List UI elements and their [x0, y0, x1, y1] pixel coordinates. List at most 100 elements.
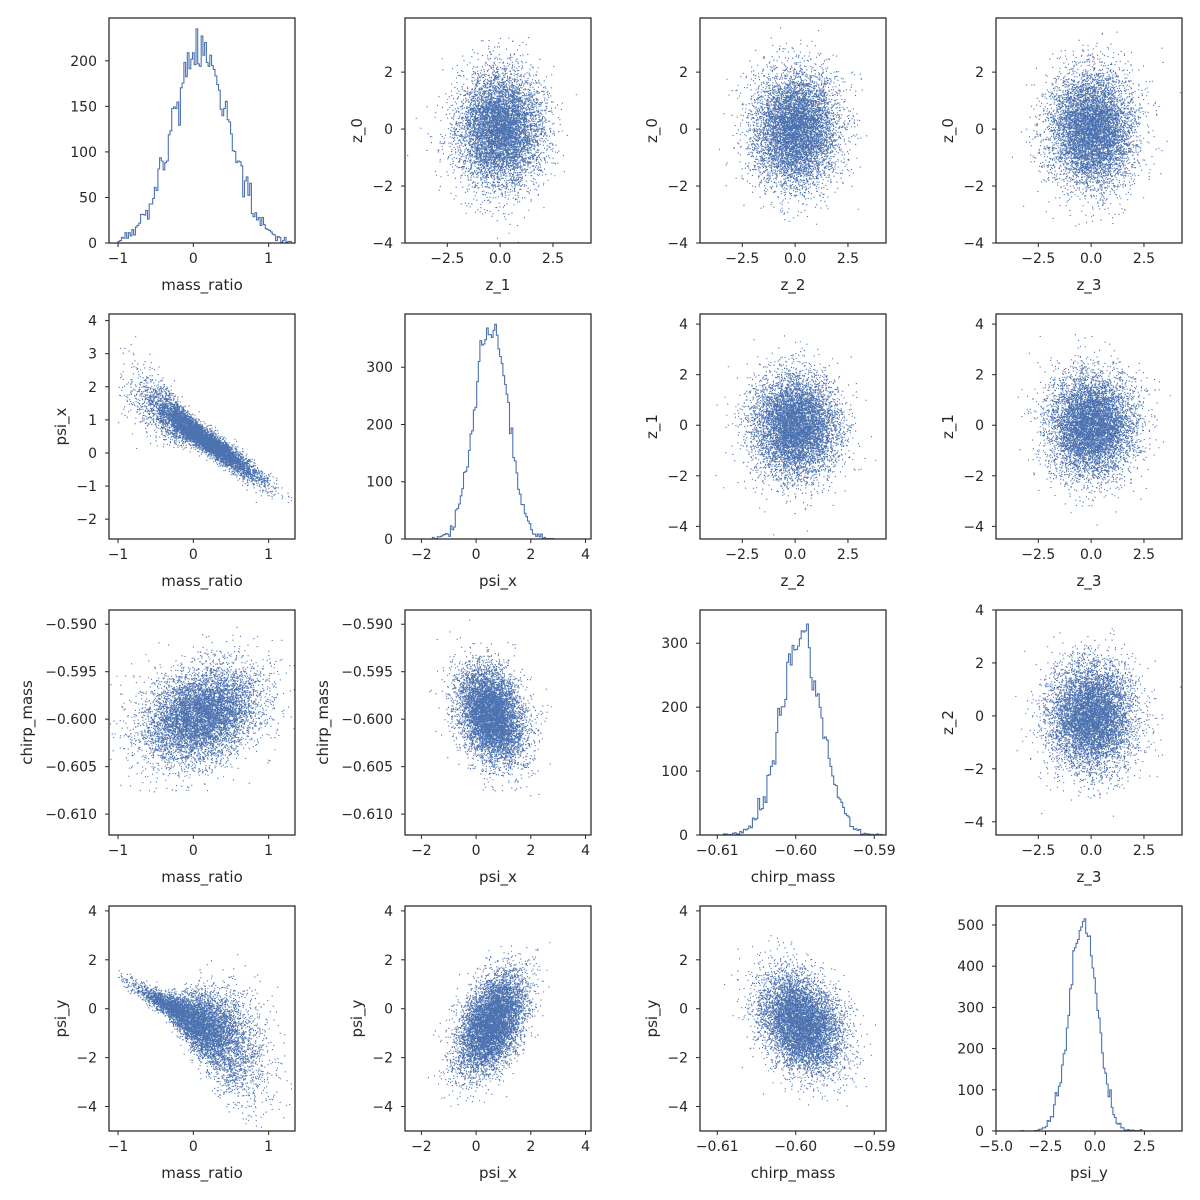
y-tick-label: 2	[679, 953, 688, 969]
y-tick-label: 0	[88, 1002, 97, 1018]
x-tick-label: 2.5	[837, 251, 859, 267]
x-tick-label: 0	[472, 1139, 481, 1155]
panel-0-1: −2.5 0.0 2.5 −4 −2 0 2 z_1 z_0	[348, 17, 592, 295]
y-tick-label: 200	[70, 54, 97, 70]
scatter-points	[427, 942, 551, 1107]
y-tick-label: −4	[76, 1100, 97, 1116]
y-tick-label: 0	[384, 1002, 393, 1018]
y-axis-label: chirp_mass	[314, 680, 333, 765]
axes-frame	[404, 17, 592, 244]
histogram-step	[415, 323, 581, 539]
y-tick-label: −4	[667, 236, 688, 252]
x-tick-label: 1	[264, 1139, 273, 1155]
panel-0-3: −2.5 0.0 2.5 −4 −2 0 2 z_3 z_0	[939, 17, 1183, 295]
x-axis-label: chirp_mass	[751, 868, 836, 887]
scatter-points	[1011, 31, 1181, 227]
y-tick-label: 0	[384, 122, 393, 138]
y-tick-label: −0.590	[45, 617, 97, 633]
y-tick-label: −2	[667, 179, 688, 195]
axes-frame	[995, 313, 1183, 540]
x-tick-label: −2.5	[1021, 547, 1055, 563]
y-tick-label: 200	[366, 417, 393, 433]
y-tick-label: 100	[366, 475, 393, 491]
x-axis-label: mass_ratio	[161, 572, 243, 591]
y-tick-label: 300	[957, 1000, 984, 1016]
y-tick-label: −2	[667, 469, 688, 485]
y-tick-label: 3	[88, 347, 97, 363]
y-tick-label: −2	[667, 1051, 688, 1067]
x-tick-label: 2	[526, 1139, 535, 1155]
y-axis-label: psi_y	[348, 999, 367, 1037]
y-tick-label: 150	[70, 99, 97, 115]
y-tick-label: 0	[679, 418, 688, 434]
y-axis-label: z_2	[939, 710, 958, 735]
axes-frame	[108, 609, 296, 836]
y-axis-label: z_0	[643, 118, 662, 143]
y-tick-label: 2	[679, 65, 688, 81]
histogram-step	[705, 623, 886, 835]
x-tick-label: 0.0	[784, 251, 806, 267]
y-axis-label: z_1	[939, 414, 958, 439]
x-tick-label: 2	[526, 843, 535, 859]
y-tick-label: −4	[372, 1100, 393, 1116]
scatter-points	[118, 954, 293, 1131]
x-tick-label: −2.5	[725, 251, 759, 267]
y-tick-label: 100	[70, 145, 97, 161]
panel-2-0: −1 0 1 −0.610 −0.605 −0.600 −0.595 −0.590 mass_r…	[18, 609, 296, 887]
x-tick-label: −1	[108, 251, 129, 267]
y-tick-label: 1	[88, 413, 97, 429]
x-tick-label: −1	[108, 547, 129, 563]
x-tick-label: 2.5	[542, 251, 564, 267]
y-tick-label: −0.605	[45, 760, 97, 776]
y-tick-label: −4	[372, 236, 393, 252]
y-axis-label: z_0	[939, 118, 958, 143]
panel-1-2: −2.5 0.0 2.5 −4 −2 0 2 4 z_2 z_1	[643, 313, 887, 591]
x-tick-label: −0.60	[774, 1139, 817, 1155]
y-tick-label: 100	[957, 1083, 984, 1099]
scatter-points	[724, 935, 876, 1107]
x-tick-label: −2.5	[430, 251, 464, 267]
y-tick-label: 2	[384, 953, 393, 969]
axes-frame	[995, 609, 1183, 836]
x-tick-label: 0	[472, 547, 481, 563]
x-axis-label: mass_ratio	[161, 1164, 243, 1183]
panel-3-2: −0.61 −0.60 −0.59 −4 −2 0 2 4 chirp_mass psi_y	[643, 904, 896, 1183]
y-tick-label: −2	[963, 469, 984, 485]
y-tick-label: −4	[667, 1100, 688, 1116]
y-tick-label: −0.610	[45, 807, 97, 823]
x-tick-label: 4	[581, 1139, 590, 1155]
x-tick-label: 2.5	[1133, 547, 1155, 563]
scatter-points	[118, 336, 293, 504]
x-tick-label: −2.5	[725, 547, 759, 563]
y-tick-label: 200	[957, 1042, 984, 1058]
x-tick-label: −2	[411, 843, 432, 859]
panel-2-3: −2.5 0.0 2.5 −4 −2 0 2 4 z_3 z_2	[939, 603, 1183, 887]
y-axis-label: chirp_mass	[18, 680, 37, 765]
panel-3-3: −5.0 −2.5 0.0 2.5 0 100 200 300 400 500 psi_y	[957, 905, 1183, 1183]
y-tick-label: −4	[963, 815, 984, 831]
y-tick-label: 0	[679, 1002, 688, 1018]
y-tick-label: 2	[975, 656, 984, 672]
axes-frame	[404, 313, 592, 540]
y-tick-label: −0.610	[341, 807, 393, 823]
y-tick-label: 0	[975, 418, 984, 434]
x-tick-label: 0.0	[1080, 251, 1102, 267]
x-tick-label: −2.5	[1021, 251, 1055, 267]
y-tick-label: 0	[975, 1124, 984, 1140]
y-tick-label: 4	[88, 904, 97, 920]
y-tick-label: −0.600	[45, 712, 97, 728]
axes-frame	[108, 17, 296, 244]
x-tick-label: −0.61	[696, 1139, 739, 1155]
scatter-points	[407, 37, 577, 243]
x-tick-label: −1	[108, 1139, 129, 1155]
y-tick-label: 0	[679, 828, 688, 844]
y-tick-label: 4	[975, 317, 984, 333]
x-tick-label: 2.5	[1133, 1139, 1155, 1155]
panel-3-0: −1 0 1 −4 −2 0 2 4 mass_ratio psi_y	[52, 904, 296, 1183]
axes-frame	[699, 313, 887, 540]
x-tick-label: −0.60	[774, 843, 817, 859]
y-tick-label: −2	[963, 762, 984, 778]
panel-1-1: −2 0 2 4 0 100 200 300 psi_x	[366, 313, 592, 591]
y-tick-label: 50	[79, 190, 97, 206]
